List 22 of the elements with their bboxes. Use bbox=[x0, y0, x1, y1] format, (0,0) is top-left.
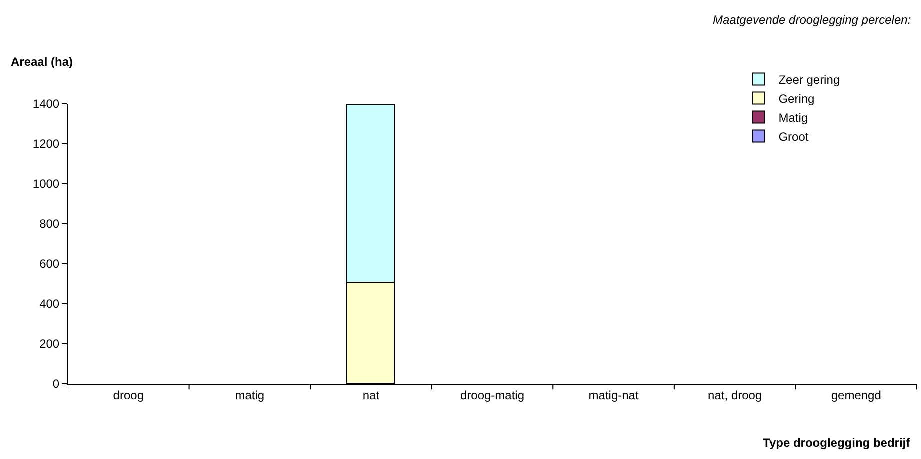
y-tick-label: 800 bbox=[40, 217, 60, 232]
x-tick-label: droog-matig bbox=[460, 388, 525, 402]
legend-label: Gering bbox=[778, 92, 815, 106]
y-tick-label: 400 bbox=[40, 297, 60, 312]
legend-label: Matig bbox=[778, 110, 808, 125]
legend-label: Groot bbox=[778, 130, 810, 144]
y-tick-label: 1000 bbox=[32, 177, 60, 192]
x-tick-label: nat bbox=[362, 388, 380, 402]
x-tick-label: gemengd bbox=[831, 388, 882, 402]
y-axis-title: Areaal (ha) bbox=[11, 55, 74, 69]
y-tick-label: 0 bbox=[52, 377, 60, 392]
x-tick-label: droog bbox=[113, 388, 144, 402]
y-tick-label: 1200 bbox=[32, 137, 60, 152]
x-tick-label: matig-nat bbox=[588, 388, 640, 402]
y-tick-label: 600 bbox=[40, 257, 60, 272]
y-tick-label: 1400 bbox=[32, 97, 60, 112]
x-tick-label: nat, droog bbox=[708, 388, 762, 402]
y-tick-label: 200 bbox=[40, 337, 60, 352]
legend-label: Zeer gering bbox=[778, 72, 840, 87]
text: Maatgevende drooglegging percelen: bbox=[713, 13, 912, 27]
x-tick-label: matig bbox=[235, 388, 265, 402]
x-axis-title: Type drooglegging bedrijf bbox=[763, 436, 912, 450]
